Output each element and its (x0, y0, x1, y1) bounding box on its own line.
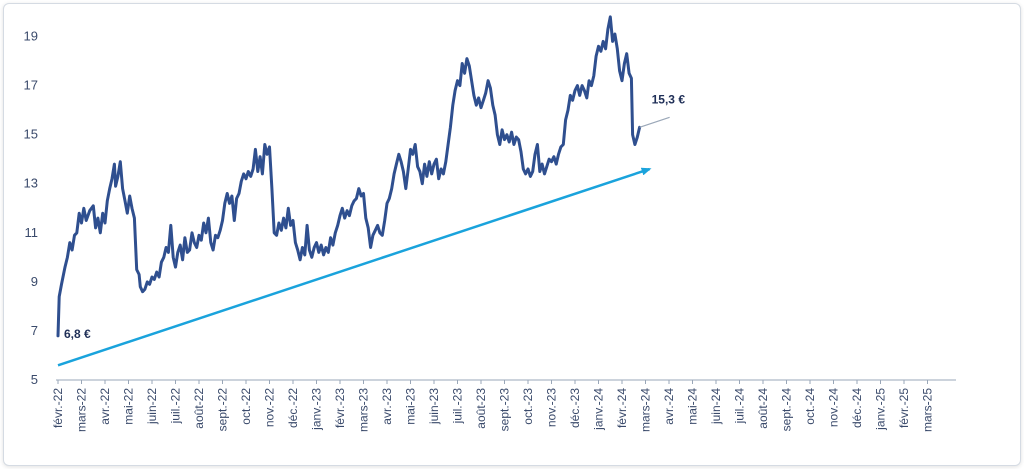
x-tick-label: mars-22 (75, 388, 89, 432)
x-axis: févr.-22 mars-22 avr.-22 mai-22 juin-22 juil.… (51, 380, 935, 432)
y-axis: 5 7 9 11 13 15 17 19 (24, 29, 38, 387)
y-tick-label: 15 (24, 127, 38, 142)
series-line (56, 15, 642, 338)
x-tick-label: sept.-22 (216, 388, 230, 432)
x-tick-label: juin-23 (427, 388, 441, 425)
x-tick-label: nov.-22 (263, 388, 277, 427)
x-tick-label: févr.-24 (615, 388, 629, 428)
y-tick-label: 19 (24, 29, 38, 44)
x-tick-label: nov.-24 (827, 388, 841, 427)
x-tick-label: mai-22 (122, 388, 136, 425)
x-tick-label: janv.-25 (874, 388, 888, 431)
x-tick-label: déc.-24 (850, 388, 864, 428)
x-tick-label: août-23 (474, 388, 488, 429)
x-tick-label: juin-24 (709, 388, 723, 425)
x-tick-label: août-24 (756, 388, 770, 429)
x-tick-label: mars-24 (639, 388, 653, 432)
x-tick-label: janv.-23 (310, 388, 324, 431)
trend-arrow (57, 167, 652, 367)
x-tick-label: mai-23 (404, 388, 418, 425)
x-tick-label: juin-22 (145, 388, 159, 425)
y-tick-label: 9 (31, 274, 38, 289)
x-tick-label: févr.-22 (51, 388, 65, 428)
y-tick-label: 17 (24, 78, 38, 93)
x-tick-label: janv.-24 (592, 388, 606, 431)
x-tick-label: avr.-24 (662, 388, 676, 425)
x-tick-label: nov.-23 (545, 388, 559, 427)
y-tick-label: 7 (31, 323, 38, 338)
x-tick-label: juil.-24 (733, 388, 747, 425)
x-tick-label: mai-24 (686, 388, 700, 425)
y-tick-label: 13 (24, 176, 38, 191)
x-tick-label: déc.-23 (568, 388, 582, 428)
x-tick-label: août-22 (192, 388, 206, 429)
x-tick-label: oct.-24 (803, 388, 817, 425)
x-tick-label: oct.-23 (521, 388, 535, 425)
end-value-label: 15,3 € (652, 92, 686, 106)
x-tick-label: mars-25 (921, 388, 935, 432)
x-tick-label: sept.-24 (780, 388, 794, 432)
x-tick-label: févr.-23 (333, 388, 347, 428)
x-tick-label: avr.-23 (380, 388, 394, 425)
x-tick-label: févr.-25 (897, 388, 911, 428)
x-tick-label: juil.-22 (169, 388, 183, 425)
start-value-label: 6,8 € (64, 327, 91, 341)
y-tick-label: 11 (25, 225, 39, 240)
annotations: 6,8 € 15,3 € (64, 92, 685, 341)
y-tick-label: 5 (31, 372, 38, 387)
x-tick-label: déc.-22 (286, 388, 300, 428)
x-tick-label: mars-23 (357, 388, 371, 432)
x-tick-label: sept.-23 (498, 388, 512, 432)
x-tick-label: oct.-22 (239, 388, 253, 425)
end-value-leader (639, 116, 670, 128)
x-tick-label: avr.-22 (98, 388, 112, 425)
x-tick-label: juil.-23 (451, 388, 465, 425)
